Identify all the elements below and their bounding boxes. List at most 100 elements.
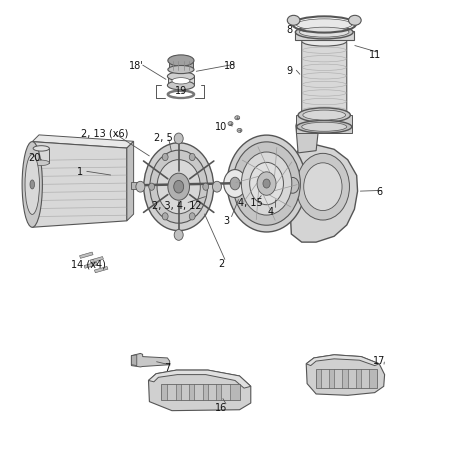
Polygon shape	[295, 114, 318, 153]
Ellipse shape	[167, 174, 189, 201]
Ellipse shape	[25, 155, 39, 215]
Ellipse shape	[299, 28, 348, 38]
Text: 6: 6	[375, 187, 382, 197]
Bar	[333, 369, 341, 388]
Ellipse shape	[249, 163, 283, 205]
Polygon shape	[168, 77, 193, 86]
Ellipse shape	[30, 180, 34, 189]
Polygon shape	[131, 355, 137, 366]
Text: 2: 2	[218, 259, 224, 269]
Text: 17: 17	[372, 355, 385, 365]
Polygon shape	[32, 143, 127, 228]
Bar	[360, 369, 368, 388]
Ellipse shape	[296, 154, 349, 221]
Ellipse shape	[303, 163, 341, 211]
Ellipse shape	[167, 82, 194, 91]
Text: 9: 9	[285, 65, 291, 75]
Text: 19: 19	[175, 86, 187, 96]
Ellipse shape	[167, 56, 193, 67]
Polygon shape	[296, 115, 351, 133]
Text: 4, 15: 4, 15	[238, 198, 262, 208]
Polygon shape	[148, 370, 250, 388]
Ellipse shape	[286, 178, 299, 194]
Polygon shape	[84, 262, 97, 269]
Polygon shape	[315, 369, 376, 388]
Ellipse shape	[171, 93, 189, 97]
Ellipse shape	[223, 170, 246, 198]
Ellipse shape	[162, 213, 168, 221]
Ellipse shape	[226, 136, 305, 232]
Polygon shape	[79, 253, 93, 259]
Ellipse shape	[148, 184, 154, 191]
Text: 4: 4	[267, 207, 273, 217]
Ellipse shape	[301, 37, 346, 47]
Bar	[180, 384, 189, 400]
Ellipse shape	[296, 20, 351, 31]
Ellipse shape	[143, 143, 213, 231]
Ellipse shape	[234, 116, 239, 120]
Ellipse shape	[295, 26, 352, 40]
Ellipse shape	[296, 121, 351, 134]
Polygon shape	[131, 354, 169, 367]
Ellipse shape	[174, 134, 183, 145]
Text: 3: 3	[222, 216, 229, 226]
Ellipse shape	[298, 109, 350, 123]
Polygon shape	[169, 61, 192, 70]
Text: 7: 7	[164, 362, 170, 372]
Polygon shape	[32, 136, 133, 149]
Ellipse shape	[236, 129, 241, 133]
Bar	[221, 384, 229, 400]
Ellipse shape	[202, 184, 208, 191]
Text: 10: 10	[215, 122, 227, 132]
Ellipse shape	[230, 178, 239, 190]
Ellipse shape	[212, 182, 221, 193]
Polygon shape	[289, 146, 357, 243]
Ellipse shape	[22, 143, 42, 228]
Ellipse shape	[167, 66, 193, 74]
Ellipse shape	[33, 147, 49, 152]
Text: 2, 3, 4, 12: 2, 3, 4, 12	[151, 200, 201, 210]
Text: 18': 18'	[128, 61, 143, 71]
Polygon shape	[33, 149, 49, 163]
Text: 14 (x4): 14 (x4)	[71, 259, 106, 269]
Bar	[194, 384, 202, 400]
Ellipse shape	[150, 151, 207, 224]
Ellipse shape	[302, 111, 345, 121]
Text: 20: 20	[28, 153, 41, 163]
Ellipse shape	[287, 16, 299, 26]
Ellipse shape	[173, 181, 183, 193]
Ellipse shape	[156, 160, 200, 214]
Polygon shape	[305, 355, 378, 366]
Bar	[320, 369, 328, 388]
Text: 1: 1	[76, 166, 83, 176]
Polygon shape	[305, 355, 384, 396]
Ellipse shape	[136, 182, 145, 193]
Ellipse shape	[257, 172, 276, 196]
Ellipse shape	[301, 123, 346, 132]
Text: 18: 18	[224, 61, 236, 71]
Polygon shape	[295, 32, 353, 41]
Polygon shape	[160, 384, 239, 400]
Ellipse shape	[167, 73, 194, 82]
Polygon shape	[301, 37, 346, 118]
Bar	[347, 369, 355, 388]
Ellipse shape	[189, 213, 195, 221]
Text: 8: 8	[285, 25, 291, 35]
Bar	[207, 384, 216, 400]
Polygon shape	[148, 370, 250, 411]
Ellipse shape	[171, 78, 189, 85]
Polygon shape	[90, 257, 103, 263]
Ellipse shape	[162, 154, 168, 161]
Bar	[167, 384, 175, 400]
Ellipse shape	[232, 143, 299, 226]
Ellipse shape	[348, 16, 360, 26]
Text: 11: 11	[368, 50, 380, 60]
Text: 2, 13 (x6): 2, 13 (x6)	[80, 129, 128, 138]
Ellipse shape	[33, 161, 49, 166]
Text: 2, 5: 2, 5	[153, 133, 172, 143]
Bar	[131, 182, 143, 189]
Ellipse shape	[227, 122, 232, 126]
Polygon shape	[94, 267, 108, 273]
Text: 16: 16	[215, 403, 227, 413]
Ellipse shape	[262, 179, 270, 189]
